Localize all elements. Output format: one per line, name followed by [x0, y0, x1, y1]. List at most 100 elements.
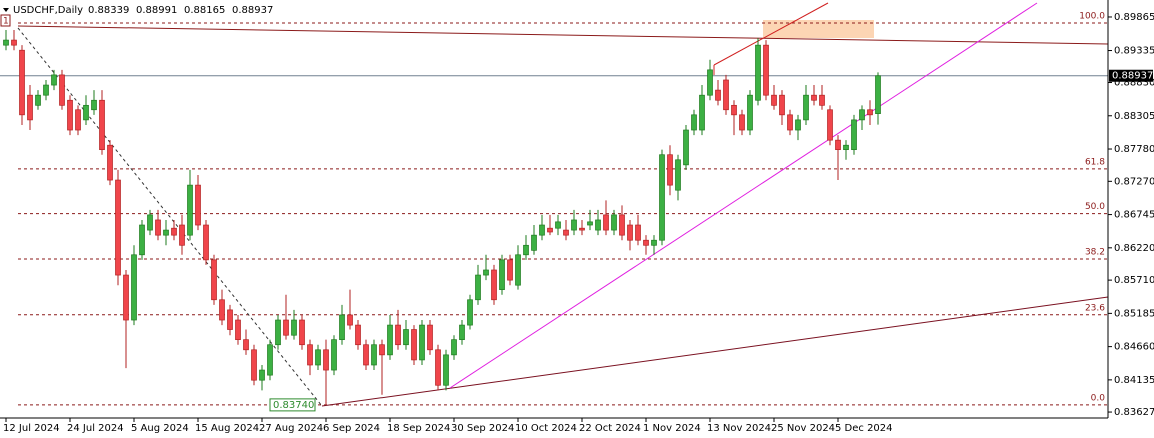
y-tick-label: 0.88305: [1114, 111, 1154, 122]
y-tick-label: 0.83627: [1114, 407, 1154, 418]
candle-body: [803, 94, 809, 121]
low-label-box: [269, 398, 316, 412]
candle-body: [67, 99, 73, 131]
candle-body: [219, 299, 225, 321]
candle-body: [451, 339, 457, 356]
candle-body: [43, 84, 49, 96]
x-tick-label: 6 Sep 2024: [323, 423, 380, 434]
candle-body: [83, 104, 89, 121]
candle-body: [835, 139, 841, 151]
candle-body: [387, 324, 393, 356]
candle-body: [523, 244, 529, 256]
candle-body: [211, 259, 217, 301]
candle-body: [851, 119, 857, 151]
candle-body: [59, 74, 65, 106]
candle-body: [227, 309, 233, 330]
trendline: [713, 2, 829, 66]
candle-body: [363, 344, 369, 366]
y-tick-label: 0.87780: [1114, 144, 1154, 155]
candle-body: [579, 227, 585, 231]
y-tick-label: 0.85710: [1114, 275, 1154, 286]
candle-body: [843, 144, 849, 151]
candle-body: [35, 94, 41, 106]
candle-body: [595, 219, 601, 231]
candle-body: [51, 74, 57, 86]
candle-body: [3, 39, 9, 46]
price-box: [1109, 69, 1153, 82]
y-tick-label: 0.88830: [1114, 78, 1154, 89]
candle-body: [627, 224, 633, 241]
candle-body: [331, 339, 337, 371]
menu-triangle[interactable]: [3, 8, 9, 12]
x-tick-label: 13 Nov 2024: [707, 423, 771, 434]
candle-body: [251, 349, 257, 381]
candle-body: [587, 221, 593, 226]
y-tick-label: 0.87270: [1114, 176, 1154, 187]
candle-body: [139, 224, 145, 256]
candle-body: [683, 129, 689, 166]
low-label: 0.83740: [273, 400, 314, 411]
candle-body: [339, 314, 345, 341]
object-marker: [0, 14, 11, 27]
candle-body: [827, 109, 833, 141]
candle-body: [427, 324, 433, 351]
candle-body: [435, 349, 441, 386]
candle-body: [163, 229, 169, 236]
candle-body: [115, 179, 121, 276]
candle-body: [411, 329, 417, 361]
fib-level-label: 50.0: [1085, 202, 1105, 212]
fib-level-label: 23.6: [1085, 303, 1105, 313]
candle-body: [283, 319, 289, 336]
x-tick-label: 5 Aug 2024: [131, 423, 189, 434]
candle-body: [747, 94, 753, 131]
candle-body: [323, 349, 329, 371]
candle-body: [27, 94, 33, 121]
fib-level-label: 100.0: [1079, 11, 1105, 21]
header-close: 0.88937: [232, 5, 273, 16]
candle-body: [723, 79, 729, 111]
candle-body: [259, 369, 265, 381]
candle-body: [659, 154, 665, 241]
symbol: USDCHF,Daily: [13, 5, 83, 16]
candle-body: [675, 159, 681, 191]
candle-body: [267, 344, 273, 376]
x-tick-label: 12 Jul 2024: [3, 423, 60, 434]
candle-body: [443, 354, 449, 386]
x-tick-label: 18 Sep 2024: [387, 423, 450, 434]
fib-trend: [17, 27, 323, 407]
candle-body: [531, 234, 537, 251]
y-tick-label: 0.85185: [1114, 308, 1154, 319]
candle-body: [651, 239, 657, 246]
candle-body: [795, 119, 801, 131]
header-low: 0.88165: [184, 5, 225, 16]
candle-body: [515, 254, 521, 286]
candle-body: [611, 214, 617, 231]
candle-body: [691, 114, 697, 131]
trendline: [449, 2, 1038, 389]
fib-level-label: 0.0: [1091, 393, 1106, 403]
header-high: 0.88991: [136, 5, 177, 16]
candle-body: [715, 89, 721, 101]
candle-body: [547, 227, 553, 233]
candle-body: [811, 94, 817, 101]
candle-body: [179, 224, 185, 246]
candles: [3, 29, 881, 405]
candle-body: [875, 75, 881, 114]
candle-body: [315, 349, 321, 366]
x-tick-label: 30 Sep 2024: [451, 423, 514, 434]
candle-body: [763, 44, 769, 96]
candle-body: [667, 154, 673, 186]
candle-body: [403, 329, 409, 346]
candle-body: [371, 344, 377, 366]
candle-body: [787, 114, 793, 131]
candle-body: [155, 219, 161, 236]
candle-body: [243, 339, 249, 351]
candle-body: [563, 229, 569, 236]
candle-body: [91, 99, 97, 111]
candle-body: [699, 94, 705, 131]
x-tick-label: 1 Nov 2024: [643, 423, 701, 434]
candle-body: [707, 69, 713, 96]
y-tick-label: 0.89865: [1114, 12, 1154, 23]
